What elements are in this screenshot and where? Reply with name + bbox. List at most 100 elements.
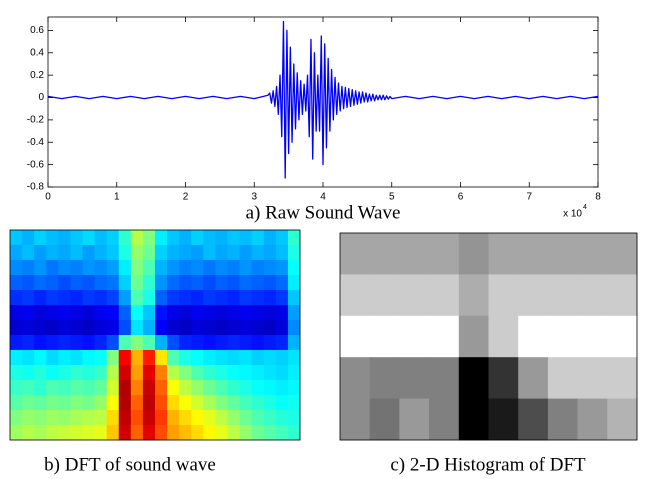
heatmap-cell [58,320,71,336]
heatmap-cell [607,233,638,275]
heatmap-cell [94,365,108,381]
heatmap-cell [82,395,95,411]
heatmap-cell [369,233,400,275]
heatmap-cell [58,230,71,246]
heatmap-cell [118,410,132,426]
heatmap-cell [118,365,132,381]
heatmap-cell [155,260,168,276]
heatmap-cell [34,380,47,396]
heatmap-cell [287,380,301,396]
heatmap-cell [94,350,108,366]
heatmap-cell [106,380,120,396]
heatmap-cell [10,380,23,396]
heatmap-cell [34,260,47,276]
heatmap-cell [34,410,47,426]
heatmap-cell [155,425,168,441]
heatmap-cell [275,380,289,396]
heatmap-cell [518,233,549,275]
heatmap-cell [94,290,108,306]
heatmap-cell [227,410,240,426]
heatmap-cell [577,398,608,441]
x-tick-label: 5 [389,192,395,203]
heatmap-cell [10,260,23,276]
heatmap-cell [287,260,301,276]
heatmap-cell [130,275,144,291]
heatmap-cell [22,305,35,321]
heatmap-cell [275,335,289,351]
heatmap-cell [179,350,192,366]
heatmap-cell [106,395,120,411]
heatmap-cell [70,230,83,246]
heatmap-cell [142,260,156,276]
heatmap-cell [94,380,108,396]
heatmap-cell [227,245,240,261]
heatmap-cell [263,290,277,306]
heatmap-cell [191,365,204,381]
heatmap-cell [70,350,83,366]
heatmap-cell [239,425,253,441]
heatmap-cell [10,335,23,351]
heatmap-cell [167,410,180,426]
heatmap-cell [82,350,95,366]
axes-frame [9,229,301,441]
heatmap-cell [70,290,83,306]
heatmap-cell [263,365,277,381]
heatmap-cell [275,230,289,246]
axes-frame [47,16,599,188]
heatmap-cell [203,425,216,441]
heatmap-cell [22,260,35,276]
heatmap-cell [46,290,59,306]
heatmap-cell [130,380,144,396]
heatmap-cell [191,290,204,306]
heatmap-cell [142,350,156,366]
heatmap-cell [215,260,228,276]
heatmap-cell [488,357,519,399]
heatmap-cell [46,425,59,441]
heatmap-cell [227,395,240,411]
heatmap-cell [58,425,71,441]
heatmap-cell [607,274,638,317]
heatmap-cell [10,350,23,366]
heatmap-cell [518,398,549,441]
heatmap-cell [239,335,253,351]
heatmap-cell [34,320,47,336]
heatmap-cell [58,290,71,306]
heatmap-cell [167,350,180,366]
heatmap-cell [118,425,132,441]
y-tick-label: 0 [38,92,44,103]
heatmap-cell [155,245,168,261]
heatmap-cell [82,260,95,276]
heatmap-cell [179,275,192,291]
heatmap-cell [215,395,228,411]
heatmap-cell [46,395,59,411]
heatmap-cell [70,395,83,411]
heatmap-cell [22,425,35,441]
heatmap-cell [155,320,168,336]
x-tick-label: 0 [45,192,51,203]
heatmap-cell [10,290,23,306]
heatmap-cell [142,230,156,246]
heatmap-cell [203,335,216,351]
heatmap-cell [22,320,35,336]
heatmap-cell [227,320,240,336]
heatmap-cell [179,290,192,306]
heatmap-cell [179,410,192,426]
heatmap-cell [118,395,132,411]
heatmap-cell [106,320,120,336]
heatmap-cell [227,305,240,321]
heatmap-cell [179,335,192,351]
heatmap-cell [251,245,265,261]
heatmap-cell [58,245,71,261]
heatmap-cell [251,380,265,396]
heatmap-cell [577,315,608,358]
caption-c: c) 2-D Histogram of DFT [390,454,586,475]
heatmap-cell [118,290,132,306]
y-tick-label: -0.8 [27,182,45,193]
heatmap-cell [155,350,168,366]
heatmap-cell [10,365,23,381]
heatmap-cell [118,320,132,336]
heatmap-cell [179,320,192,336]
heatmap-cell [251,260,265,276]
heatmap-cell [142,410,156,426]
heatmap-cell [70,305,83,321]
